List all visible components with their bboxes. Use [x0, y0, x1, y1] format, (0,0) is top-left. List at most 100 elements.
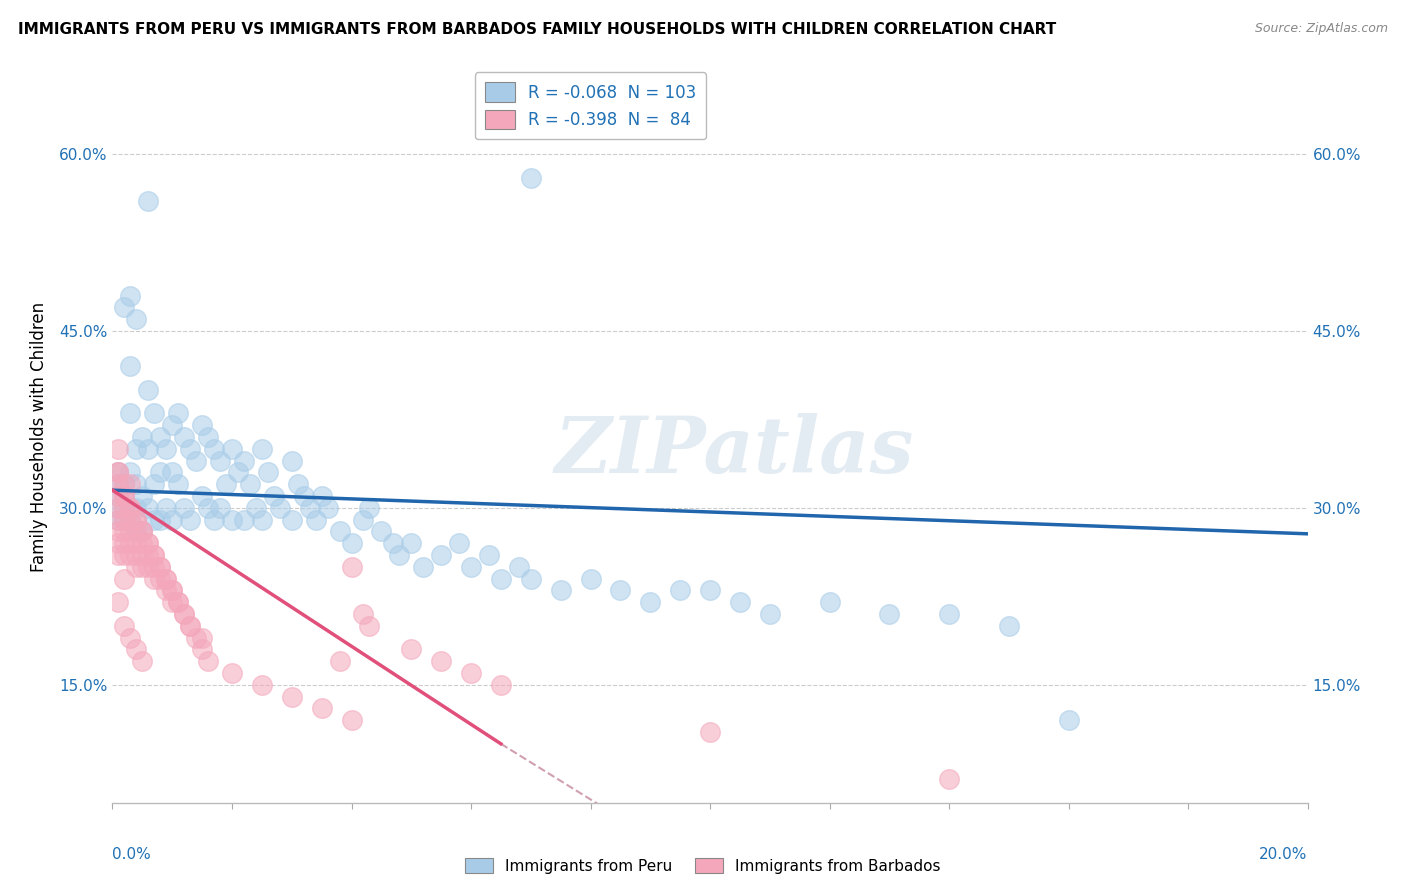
Point [167, 477, 190, 491]
Point [125, 513, 148, 527]
Point [250, 678, 273, 692]
Point [131, 548, 153, 562]
Point [167, 595, 190, 609]
Point [263, 489, 285, 503]
Point [107, 477, 129, 491]
Point [257, 466, 280, 480]
Point [138, 442, 160, 456]
Point [329, 524, 352, 539]
Point [173, 607, 195, 621]
Point [162, 583, 183, 598]
Point [579, 572, 602, 586]
Point [138, 536, 160, 550]
Point [197, 654, 219, 668]
Point [353, 607, 375, 621]
Point [138, 559, 160, 574]
Text: ZIPatlas: ZIPatlas [554, 414, 914, 490]
Point [125, 312, 148, 326]
Point [155, 500, 177, 515]
Text: 20.0%: 20.0% [1260, 847, 1308, 862]
Point [239, 477, 262, 491]
Point [143, 548, 166, 562]
Text: Source: ZipAtlas.com: Source: ZipAtlas.com [1254, 22, 1388, 36]
Point [520, 170, 543, 185]
Point [125, 442, 148, 456]
Point [233, 513, 256, 527]
Point [401, 642, 423, 657]
Point [759, 607, 782, 621]
Point [167, 407, 190, 421]
Point [155, 572, 177, 586]
Point [221, 666, 243, 681]
Point [609, 583, 631, 598]
Point [114, 513, 135, 527]
Point [460, 666, 482, 681]
Point [120, 631, 142, 645]
Point [114, 524, 135, 539]
Point [699, 725, 721, 739]
Point [149, 559, 172, 574]
Point [149, 466, 172, 480]
Point [131, 430, 153, 444]
Point [186, 453, 208, 467]
Point [173, 500, 195, 515]
Point [138, 383, 160, 397]
Point [131, 489, 153, 503]
Point [120, 500, 142, 515]
Point [143, 572, 166, 586]
Point [478, 548, 501, 562]
Point [143, 548, 166, 562]
Point [245, 500, 267, 515]
Point [179, 442, 201, 456]
Point [209, 500, 232, 515]
Point [728, 595, 751, 609]
Point [114, 536, 135, 550]
Point [107, 595, 129, 609]
Point [197, 430, 219, 444]
Point [281, 690, 304, 704]
Point [340, 559, 363, 574]
Point [202, 513, 225, 527]
Point [131, 524, 153, 539]
Point [489, 678, 512, 692]
Point [114, 513, 135, 527]
Point [162, 466, 183, 480]
Point [938, 607, 960, 621]
Point [114, 477, 135, 491]
Point [250, 442, 273, 456]
Point [155, 442, 177, 456]
Point [221, 442, 243, 456]
Point [107, 466, 129, 480]
Point [107, 513, 129, 527]
Point [120, 500, 142, 515]
Point [107, 442, 129, 456]
Point [114, 477, 135, 491]
Point [215, 477, 238, 491]
Point [120, 477, 142, 491]
Point [155, 572, 177, 586]
Point [292, 489, 315, 503]
Point [107, 524, 129, 539]
Point [107, 477, 129, 491]
Point [998, 619, 1021, 633]
Point [149, 559, 172, 574]
Point [489, 572, 512, 586]
Point [818, 595, 841, 609]
Point [162, 595, 183, 609]
Point [281, 453, 304, 467]
Point [281, 513, 304, 527]
Point [107, 489, 129, 503]
Point [114, 500, 135, 515]
Point [143, 513, 166, 527]
Point [340, 536, 363, 550]
Point [191, 631, 214, 645]
Point [311, 489, 333, 503]
Point [388, 548, 411, 562]
Point [120, 359, 142, 374]
Point [114, 489, 135, 503]
Point [186, 631, 208, 645]
Point [120, 407, 142, 421]
Point [359, 619, 381, 633]
Point [143, 477, 166, 491]
Point [879, 607, 901, 621]
